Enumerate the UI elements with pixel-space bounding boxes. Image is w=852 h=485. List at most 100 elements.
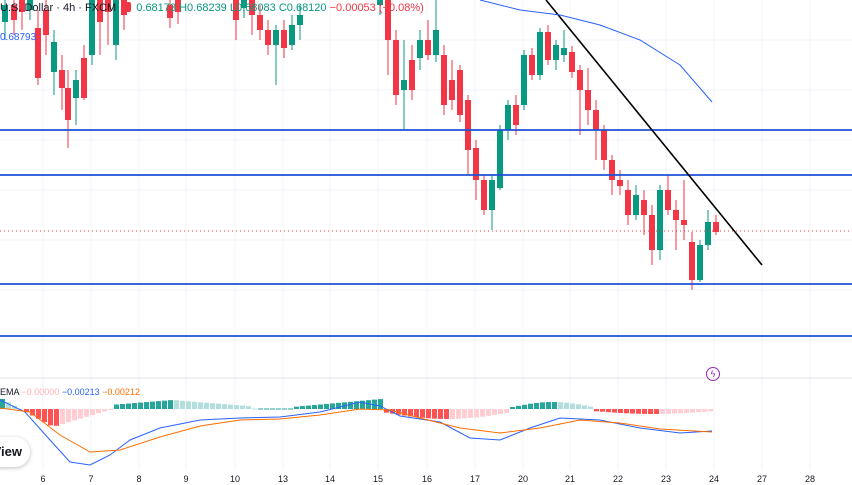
macd-histogram-bar xyxy=(180,400,185,409)
macd-histogram-bar xyxy=(114,404,119,409)
macd-histogram-bar xyxy=(72,409,77,421)
candle-body xyxy=(713,222,719,232)
macd-histogram-bar xyxy=(108,409,113,410)
macd-histogram-bar xyxy=(504,409,509,414)
macd-histogram-bar xyxy=(540,402,545,409)
candle-body xyxy=(281,30,287,48)
candle-body xyxy=(175,0,181,12)
candle-body xyxy=(665,190,671,210)
macd-histogram-bar xyxy=(0,399,5,409)
time-axis-tick: 24 xyxy=(708,474,720,484)
macd-histogram-bar xyxy=(138,402,143,409)
macd-histogram-bar xyxy=(294,406,299,409)
candle-body xyxy=(27,0,33,10)
candle-body xyxy=(43,10,49,35)
macd-histogram-bar xyxy=(594,409,599,412)
macd-histogram-bar xyxy=(222,404,227,409)
candle-body xyxy=(569,52,575,72)
candle-body xyxy=(59,70,65,88)
macd-histogram-bar xyxy=(552,402,557,409)
time-axis-tick: 15 xyxy=(372,474,384,484)
macd-legend[interactable]: EMA −0.00000 −0.00213 −0.00212 xyxy=(0,387,140,397)
macd-histogram-bar xyxy=(42,409,47,423)
macd-histogram-bar xyxy=(150,401,155,409)
candle-body xyxy=(11,5,17,20)
macd-histogram-bar xyxy=(576,404,581,409)
candle-body xyxy=(233,0,239,20)
macd-histogram-bar xyxy=(666,409,671,414)
candle-body xyxy=(617,180,623,186)
macd-histogram-bar xyxy=(570,403,575,409)
candle-body xyxy=(689,242,695,280)
macd-histogram-bar xyxy=(672,409,677,414)
candle-body xyxy=(529,55,535,75)
macd-name: EMA xyxy=(0,387,20,397)
candle-body xyxy=(89,0,95,55)
candlestick-series xyxy=(2,0,719,290)
macd-histogram-bar xyxy=(324,403,329,409)
macd-histogram-bar xyxy=(588,406,593,409)
candle-body xyxy=(73,80,79,98)
macd-histogram-bar xyxy=(162,400,167,409)
macd-histogram-bar xyxy=(318,404,323,409)
candle-body xyxy=(297,15,303,25)
macd-histogram-bar xyxy=(684,409,689,413)
candle-body xyxy=(167,5,173,18)
macd-signal-value: −0.00212 xyxy=(102,387,140,397)
macd-histogram-bar xyxy=(516,405,521,409)
trend-line xyxy=(545,0,763,266)
macd-histogram-bar xyxy=(366,400,371,409)
symbol-header[interactable]: U.S. Dollar · 4h · FXCM 0.68173 H0.68239… xyxy=(0,2,424,14)
candle-body xyxy=(417,40,423,58)
candle-body xyxy=(537,32,543,75)
candle-body xyxy=(409,60,415,90)
macd-histogram-bar xyxy=(696,409,701,413)
macd-histogram-bar xyxy=(432,409,437,419)
macd-histogram-bar xyxy=(618,409,623,413)
macd-histogram-bar xyxy=(78,409,83,419)
flag-icon[interactable] xyxy=(121,2,132,12)
macd-histogram-bar xyxy=(444,409,449,419)
candle-body xyxy=(521,55,527,105)
macd-histogram-bar xyxy=(420,409,425,418)
indicator-value-label: 0.68793 xyxy=(0,32,37,43)
candle-body xyxy=(65,88,71,120)
macd-histogram-bar xyxy=(456,409,461,419)
macd-histogram-bar xyxy=(228,404,233,409)
time-axis-tick: 8 xyxy=(136,474,142,484)
time-axis-tick: 9 xyxy=(183,474,189,484)
candle-body xyxy=(593,110,599,130)
macd-histogram-bar xyxy=(462,409,467,419)
moving-average-line xyxy=(479,0,713,103)
macd-histogram-bar xyxy=(192,401,197,409)
candle-body xyxy=(449,80,455,100)
macd-histogram-bar xyxy=(600,409,605,412)
macd-histogram-bar xyxy=(708,409,713,412)
macd-histogram-bar xyxy=(702,409,707,412)
macd-histogram-bar xyxy=(558,402,563,409)
macd-histogram-bar xyxy=(336,402,341,409)
time-axis-tick: 14 xyxy=(324,474,336,484)
macd-histogram-bar xyxy=(300,406,305,409)
time-axis-tick: 16 xyxy=(421,474,433,484)
chart-grid xyxy=(0,0,852,470)
macd-histogram-bar xyxy=(360,400,365,409)
macd-histogram-bar xyxy=(84,409,89,417)
macd-histogram-bar xyxy=(168,400,173,409)
macd-histogram-bar xyxy=(348,401,353,409)
macd-histogram-bar xyxy=(630,409,635,414)
candle-body xyxy=(457,70,463,115)
time-axis-tick: 20 xyxy=(517,474,529,484)
macd-histogram-bar xyxy=(270,408,275,410)
candle-body xyxy=(601,130,607,160)
tradingview-logo[interactable]: View xyxy=(0,437,30,467)
lightning-icon[interactable]: ϟ xyxy=(706,367,720,381)
candle-body xyxy=(625,190,631,215)
candle-body xyxy=(465,100,471,150)
symbol-title: U.S. Dollar · 4h · FXCM xyxy=(0,2,117,14)
time-axis-tick: 27 xyxy=(756,474,768,484)
macd-histogram-bar xyxy=(330,403,335,409)
macd-histogram-bar xyxy=(498,409,503,415)
ohlc-change: −0.00053 (−0.08%) xyxy=(329,2,424,14)
